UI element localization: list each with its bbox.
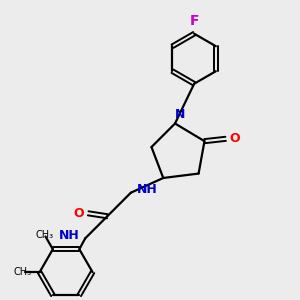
Text: CH₃: CH₃ <box>35 230 53 240</box>
Text: NH: NH <box>137 183 158 196</box>
Text: N: N <box>175 108 185 121</box>
Text: F: F <box>189 14 199 28</box>
Text: O: O <box>230 132 240 145</box>
Text: NH: NH <box>58 229 79 242</box>
Text: CH₃: CH₃ <box>14 267 32 277</box>
Text: O: O <box>74 207 84 220</box>
